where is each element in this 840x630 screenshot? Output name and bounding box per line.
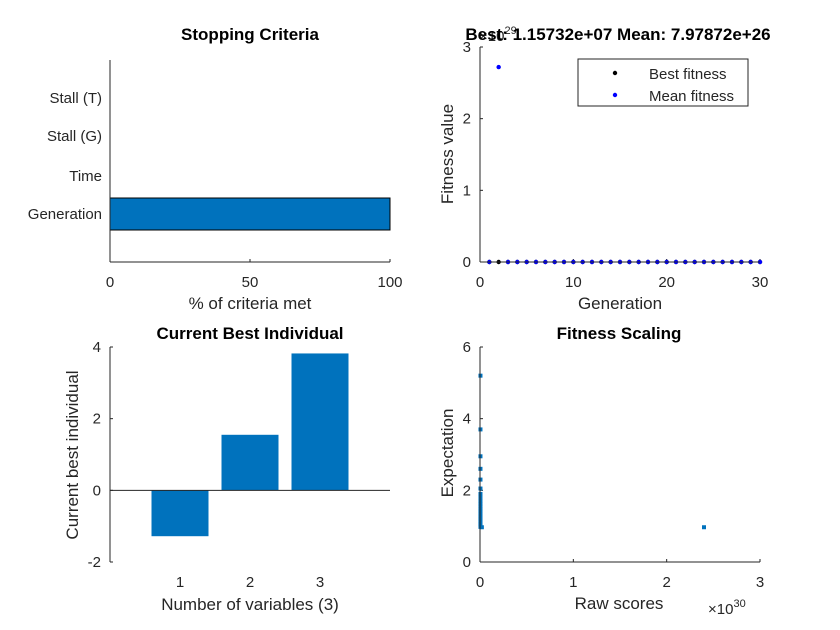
stopping-x-label: % of criteria met: [189, 294, 312, 313]
stopping-x-tick-label: 0: [106, 274, 114, 291]
fitness-scaling-y-tick-label: 2: [463, 482, 471, 499]
fitness-scaling-x-tick-label: 3: [756, 574, 764, 591]
fitness-scaling-y-tick-label: 4: [463, 411, 471, 428]
fitness-scaling-title: Fitness Scaling: [557, 324, 682, 343]
stopping-category-label: Time: [69, 168, 102, 185]
best-individual-y-label: Current best individual: [63, 370, 82, 539]
best-individual-title: Current Best Individual: [156, 324, 343, 343]
fitness-y-tick-label: 3: [463, 39, 471, 56]
stopping-category-label: Generation: [28, 206, 102, 223]
best-individual-plot: Current Best Individual 1 2 3 -2 0 2 4 Number …: [63, 324, 390, 614]
best-individual-bar: [291, 353, 349, 491]
fitness-scaling-x-tick-label: 1: [569, 574, 577, 591]
stopping-category-label: Stall (G): [47, 128, 102, 145]
stopping-x-tick-label: 50: [242, 274, 259, 291]
fitness-legend: Best fitness Mean fitness: [577, 58, 749, 107]
fitness-scaling-exponent: ×1030: [708, 598, 746, 618]
best-individual-x-tick-label: 2: [246, 574, 254, 591]
best-individual-y-tick-label: 0: [93, 482, 101, 499]
fitness-x-tick-label: 30: [752, 274, 769, 291]
best-individual-y-tick-label: -2: [88, 554, 101, 571]
best-individual-x-tick-label: 1: [176, 574, 184, 591]
fitness-x-tick-label: 20: [658, 274, 675, 291]
fitness-scaling-x-label: Raw scores: [575, 594, 664, 613]
fitness-scaling-x-tick-label: 0: [476, 574, 484, 591]
stopping-criteria-title: Stopping Criteria: [181, 25, 319, 44]
stopping-criteria-plot: Stopping Criteria Stall (T) Stall (G) Time…: [28, 25, 403, 313]
best-individual-y-tick-label: 2: [93, 411, 101, 428]
best-individual-bar: [221, 434, 279, 491]
legend-entry-mean: Mean fitness: [649, 88, 734, 105]
fitness-scaling-point: [702, 525, 706, 530]
fitness-y-tick-label: 1: [463, 182, 471, 199]
fitness-scaling-y-label: Expectation: [438, 409, 457, 498]
fitness-scaling-point: [479, 525, 484, 530]
fitness-scaling-y-tick-label: 0: [463, 554, 471, 571]
mean-fitness-point: [496, 64, 501, 70]
fitness-scaling-y-tick-label: 6: [463, 339, 471, 356]
best-individual-x-label: Number of variables (3): [161, 595, 339, 614]
fitness-x-tick-label: 0: [476, 274, 484, 291]
stopping-category-label: Stall (T): [50, 90, 103, 107]
fitness-scaling-x-tick-label: 2: [662, 574, 670, 591]
fitness-plot: 0 10 20 30 0 1 2 3 ×1029 Best: 1.15732e+07 Mean…: [438, 25, 771, 313]
fitness-x-label: Generation: [578, 294, 662, 313]
fitness-exponent: ×1029: [479, 25, 517, 45]
best-individual-y-tick-label: 4: [93, 339, 101, 356]
fitness-y-tick-label: 2: [463, 111, 471, 128]
fitness-y-tick-label: 0: [463, 254, 471, 271]
best-individual-bar: [151, 490, 209, 537]
legend-marker-mean: [612, 92, 618, 98]
stopping-bar: [109, 197, 391, 231]
fitness-x-tick-label: 10: [565, 274, 582, 291]
fitness-scaling-plot: Fitness Scaling 0 1 2 3 0 2 4 6 Raw scores Expe…: [438, 324, 764, 618]
legend-entry-best: Best fitness: [649, 66, 727, 83]
fitness-title: Best: 1.15732e+07 Mean: 7.97872e+26: [465, 25, 770, 44]
fitness-y-label: Fitness value: [438, 104, 457, 204]
stopping-x-tick-label: 100: [377, 274, 402, 291]
legend-box: [577, 58, 749, 107]
best-individual-x-tick-label: 3: [316, 574, 324, 591]
legend-marker-best: [612, 70, 618, 76]
